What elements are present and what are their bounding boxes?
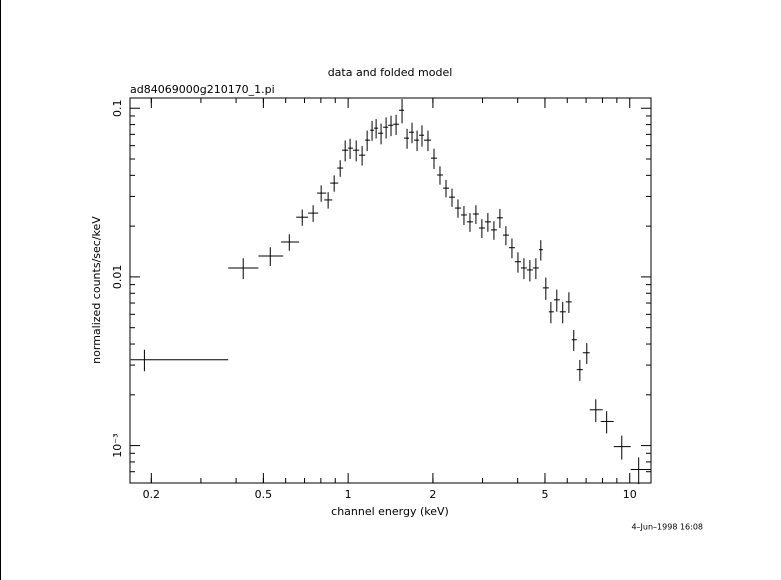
timestamp: 4–Jun–1998 16:08 <box>631 523 703 532</box>
x-tick-label: 0.5 <box>255 488 273 501</box>
plot-frame <box>129 97 652 484</box>
chart-title: data and folded model <box>328 66 453 79</box>
y-tick-label: 0.1 <box>111 99 124 117</box>
y-tick-label: 0.01 <box>111 265 124 290</box>
x-tick-label: 10 <box>623 488 637 501</box>
y-axis-label: normalized counts/sec/keV <box>90 216 103 364</box>
chart-subtitle: ad84069000g210170_1.pi <box>130 83 275 96</box>
y-tick-label: 10⁻³ <box>111 433 124 457</box>
x-tick-label: 1 <box>345 488 352 501</box>
x-tick-label: 5 <box>541 488 548 501</box>
x-tick-label: 0.2 <box>143 488 161 501</box>
x-axis-label: channel energy (keV) <box>331 505 449 518</box>
x-tick-label: 2 <box>429 488 436 501</box>
